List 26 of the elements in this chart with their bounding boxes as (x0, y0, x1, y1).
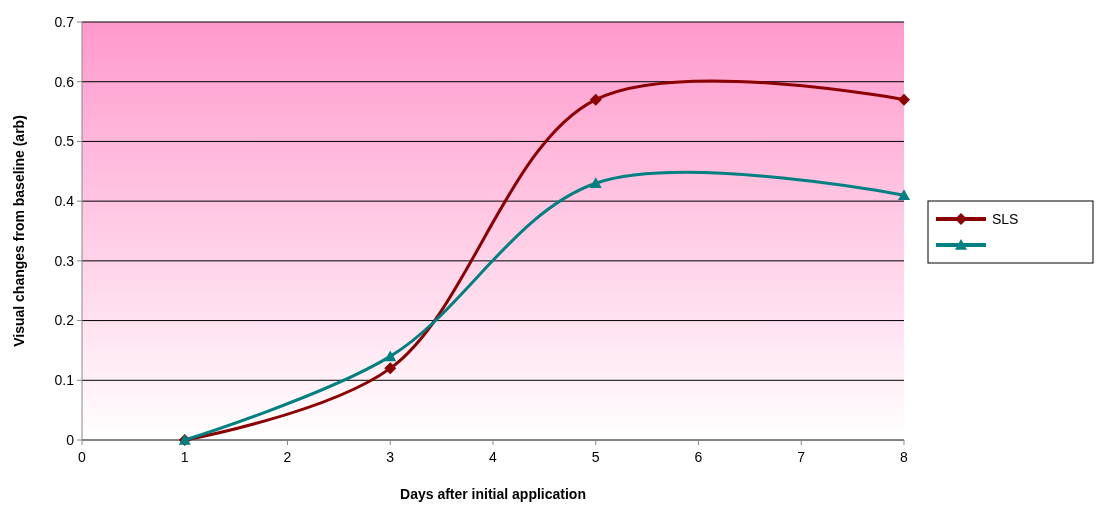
legend-label: SLS (992, 210, 1019, 227)
y-tick-label: 0.7 (54, 13, 75, 30)
x-tick-label: 2 (283, 449, 292, 465)
y-tick-label: 0.4 (54, 193, 75, 210)
y-axis-title: Visual changes from baseline (arb) (11, 115, 27, 347)
point (589, 177, 602, 189)
y-tick-label: 0.1 (54, 372, 75, 389)
y-tick-label: 0.2 (54, 312, 75, 329)
x-tick-label: 1 (180, 449, 189, 465)
y-tick-label: 0 (66, 431, 75, 448)
x-axis-title: Days after initial application (400, 486, 586, 502)
point (589, 93, 602, 106)
y-tick-label: 0.5 (54, 133, 75, 150)
x-tick-label: 3 (386, 449, 395, 465)
x-tick-label: 4 (489, 449, 498, 465)
y-tick-label: 0.6 (54, 73, 75, 90)
x-tick-label: 8 (900, 449, 909, 465)
x-tick-label: 0 (78, 449, 87, 465)
x-tick-label: 6 (694, 449, 703, 465)
point (898, 93, 910, 106)
point (384, 350, 397, 362)
y-tick-label: 0.3 (54, 252, 75, 269)
point (898, 189, 910, 200)
x-tick-label: 7 (797, 449, 806, 465)
x-tick-label: 5 (591, 449, 600, 465)
point (384, 362, 397, 375)
